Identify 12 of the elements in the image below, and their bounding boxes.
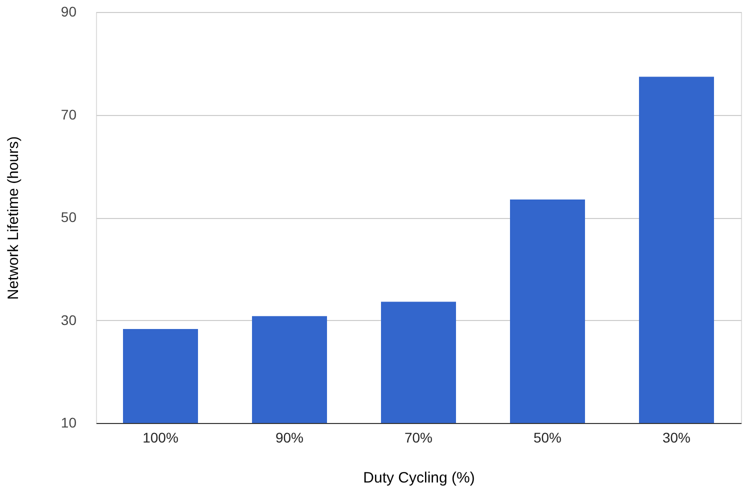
x-tick-label: 100% (142, 430, 178, 446)
x-axis-title: Duty Cycling (%) (363, 470, 475, 486)
y-tick-label: 30 (60, 312, 77, 328)
x-tick-label: 50% (533, 430, 562, 446)
y-tick-label: 90 (60, 4, 77, 20)
x-tick-label: 90% (275, 430, 304, 446)
y-tick-label: 10 (60, 414, 77, 430)
x-tick-label: 30% (662, 430, 691, 446)
x-tick-label: 70% (404, 430, 433, 446)
y-axis-title: Network Lifetime (hours) (4, 136, 22, 300)
y-tick-label: 70 (60, 106, 77, 122)
y-tick-label: 50 (60, 209, 77, 225)
